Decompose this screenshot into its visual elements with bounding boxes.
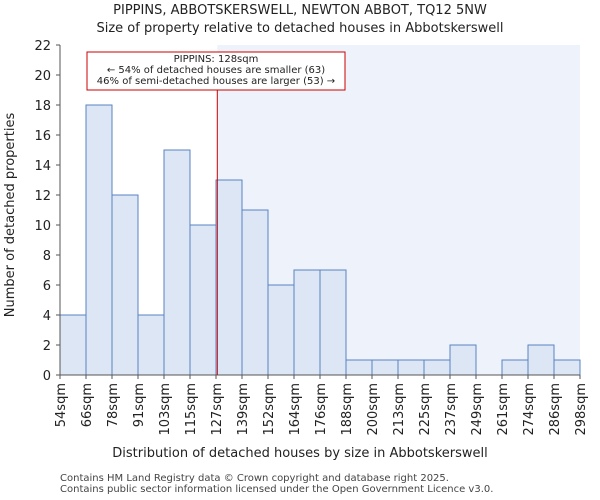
bar-91sqm: [137, 314, 165, 376]
bar-225sqm: [423, 359, 451, 376]
footer-line-2: Contains public sector information licen…: [60, 484, 493, 495]
x-ticks: 54sqm 66sqm 78sqm 91sqm 103sqm 115sqm 127sqm 13…: [54, 375, 589, 436]
bar-176sqm: [319, 269, 347, 376]
x-tick-label: 115sqm: [184, 383, 199, 436]
x-tick-label: 213sqm: [392, 383, 407, 436]
bars: [59, 104, 581, 376]
y-ticks: 0 2 4 6 8 10 12 14 16 18 20 22: [34, 39, 60, 384]
x-tick-label: 237sqm: [444, 383, 459, 436]
bar-152sqm: [267, 284, 295, 376]
y-tick-label: 10: [34, 219, 51, 234]
x-tick-label: 188sqm: [340, 383, 355, 436]
y-tick-label: 8: [43, 249, 51, 264]
y-tick-label: 6: [43, 279, 51, 294]
bar-103sqm: [163, 149, 191, 376]
y-tick-label: 14: [34, 159, 51, 174]
x-tick-label: 298sqm: [574, 383, 589, 436]
x-tick-label: 261sqm: [496, 383, 511, 436]
y-tick-label: 4: [43, 309, 51, 324]
bar-54sqm: [59, 314, 87, 376]
chart-subtitle: Size of property relative to detached ho…: [96, 21, 503, 36]
bar-261sqm: [501, 359, 529, 376]
bar-286sqm: [553, 359, 581, 376]
x-tick-label: 54sqm: [54, 383, 69, 427]
bar-115sqm: [189, 224, 217, 376]
annotation-larger: 46% of semi-detached houses are larger (…: [97, 76, 335, 87]
x-tick-label: 139sqm: [236, 383, 251, 436]
x-tick-label: 176sqm: [314, 383, 329, 436]
x-tick-label: 286sqm: [548, 383, 563, 436]
chart-title: PIPPINS, ABBOTSKERSWELL, NEWTON ABBOT, T…: [113, 3, 487, 18]
x-tick-label: 66sqm: [80, 383, 95, 427]
y-tick-label: 12: [34, 189, 51, 204]
x-tick-label: 152sqm: [262, 383, 277, 436]
y-tick-label: 0: [43, 369, 51, 384]
bar-164sqm: [293, 269, 321, 376]
x-axis-label: Distribution of detached houses by size …: [112, 446, 487, 461]
annotation-box: [86, 51, 346, 91]
bar-66sqm: [85, 104, 113, 376]
x-tick-label: 274sqm: [522, 383, 537, 436]
y-tick-label: 18: [34, 99, 51, 114]
bar-78sqm: [111, 194, 139, 376]
bar-188sqm: [345, 359, 373, 376]
annotation-title: PIPPINS: 128sqm: [174, 54, 259, 65]
bar-139sqm: [241, 209, 269, 376]
bar-237sqm: [449, 344, 477, 376]
bar-274sqm: [527, 344, 555, 376]
x-tick-label: 249sqm: [470, 383, 485, 436]
y-tick-label: 16: [34, 129, 51, 144]
annotation-smaller: ← 54% of detached houses are smaller (63…: [107, 65, 325, 76]
bar-200sqm: [371, 359, 399, 376]
y-axis-label: Number of detached properties: [3, 113, 18, 318]
x-tick-label: 103sqm: [158, 383, 173, 436]
x-tick-label: 78sqm: [106, 383, 121, 427]
x-tick-label: 225sqm: [418, 383, 433, 436]
y-tick-label: 2: [43, 339, 51, 354]
y-tick-label: 20: [34, 69, 51, 84]
bar-127sqm: [215, 179, 243, 376]
bar-213sqm: [397, 359, 425, 376]
x-tick-label: 127sqm: [210, 383, 225, 436]
y-tick-label: 22: [34, 39, 51, 54]
x-tick-label: 200sqm: [366, 383, 381, 436]
x-tick-label: 91sqm: [132, 383, 147, 427]
footer-line-1: Contains HM Land Registry data © Crown c…: [60, 473, 449, 484]
x-tick-label: 164sqm: [288, 383, 303, 436]
